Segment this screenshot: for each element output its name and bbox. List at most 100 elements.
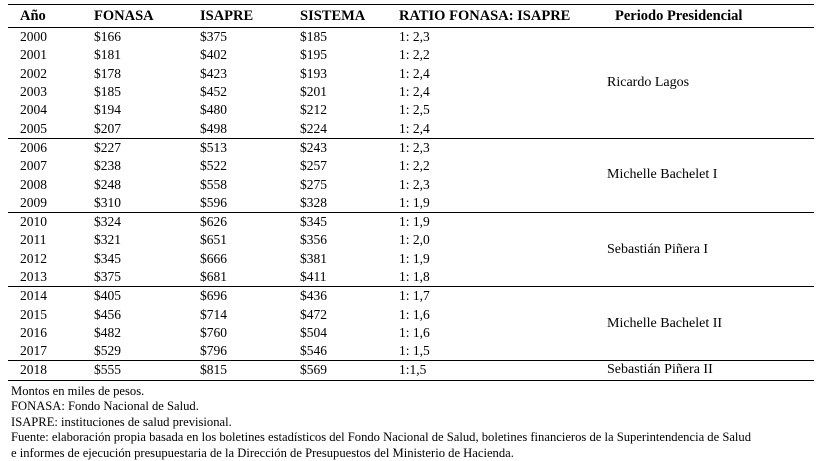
sistema-cell: $224 — [300, 120, 327, 136]
table-row: 2007 $238 $522 $257 1: 2,2 — [8, 157, 814, 175]
isapre-cell: $596 — [200, 194, 227, 210]
year-cell: 2006 — [20, 139, 47, 155]
sistema-cell: $436 — [300, 288, 327, 304]
sistema-cell: $569 — [300, 362, 327, 378]
ratio-cell: 1: 2,0 — [399, 232, 430, 248]
isapre-cell: $498 — [200, 120, 227, 136]
year-cell: 2017 — [20, 343, 47, 359]
fonasa-cell: $207 — [94, 120, 121, 136]
fonasa-cell: $181 — [94, 47, 121, 63]
fonasa-cell: $321 — [94, 232, 121, 248]
fonasa-cell: $482 — [94, 324, 121, 340]
ratio-cell: 1: 2,5 — [399, 102, 430, 118]
year-cell: 2015 — [20, 306, 47, 322]
year-cell: 2016 — [20, 324, 47, 340]
ratio-cell: 1: 2,3 — [399, 139, 430, 155]
header-row: Año FONASA ISAPRE SISTEMA RATIO FONASA: … — [8, 4, 814, 28]
sistema-cell: $195 — [300, 47, 327, 63]
isapre-cell: $815 — [200, 362, 227, 378]
period-cell: Sebastián Piñera I — [607, 241, 709, 257]
table-row: 2008 $248 $558 $275 1: 2,3 — [8, 175, 814, 193]
header-fonasa: FONASA — [94, 7, 154, 24]
ratio-cell: 1: 1,9 — [399, 250, 430, 266]
isapre-cell: $558 — [200, 176, 227, 192]
year-cell: 2007 — [20, 158, 47, 174]
isapre-cell: $402 — [200, 47, 227, 63]
sistema-cell: $356 — [300, 232, 327, 248]
sistema-cell: $257 — [300, 158, 327, 174]
note-line: ISAPRE: instituciones de salud prevision… — [11, 414, 232, 429]
sistema-cell: $275 — [300, 176, 327, 192]
table-row: 2016 $482 $760 $504 1: 1,6 — [8, 324, 814, 342]
year-cell: 2004 — [20, 102, 47, 118]
year-cell: 2008 — [20, 176, 47, 192]
fonasa-cell: $310 — [94, 194, 121, 210]
sistema-cell: $472 — [300, 306, 327, 322]
note-line: FONASA: Fondo Nacional de Salud. — [11, 399, 199, 414]
year-cell: 2012 — [20, 250, 47, 266]
year-cell: 2013 — [20, 269, 47, 284]
header-isapre: ISAPRE — [200, 7, 254, 24]
note-line: Fuente: elaboración propia basada en los… — [11, 430, 752, 445]
isapre-cell: $522 — [200, 158, 227, 174]
document: Año FONASA ISAPRE SISTEMA RATIO FONASA: … — [8, 4, 814, 461]
fonasa-cell: $178 — [94, 65, 121, 81]
header-year: Año — [20, 7, 46, 24]
ratio-cell: 1: 2,4 — [399, 84, 430, 100]
ratio-cell: 1: 1,7 — [399, 288, 430, 304]
year-cell: 2018 — [20, 362, 47, 378]
table-row: 2018 $555 $815 $569 1:1,5 Sebastián Piñera II — [8, 361, 814, 380]
ratio-cell: 1: 2,3 — [399, 29, 430, 45]
ratio-cell: 1: 1,6 — [399, 306, 430, 322]
year-cell: 2000 — [20, 29, 47, 45]
year-cell: 2011 — [20, 232, 47, 248]
fonasa-cell: $194 — [94, 102, 121, 118]
isapre-cell: $796 — [200, 343, 227, 359]
ratio-cell: 1: 1,5 — [399, 343, 430, 359]
isapre-cell: $452 — [200, 84, 227, 100]
sistema-cell: $243 — [300, 139, 327, 155]
ratio-cell: 1: 2,2 — [399, 158, 430, 174]
period-cell: Michelle Bachelet II — [607, 315, 723, 331]
ratio-cell: 1: 1,9 — [399, 214, 430, 230]
period-group: 2006 $227 $513 $243 1: 2,3 Michelle Bachelet … — [8, 138, 814, 213]
table-row: 2002 $178 $423 $193 1: 2,4 — [8, 65, 814, 83]
period-group: 2018 $555 $815 $569 1:1,5 Sebastián Piñera II — [8, 361, 814, 381]
period-cell: Sebastián Piñera II — [607, 362, 713, 378]
isapre-cell: $696 — [200, 288, 227, 304]
fonasa-cell: $238 — [94, 158, 121, 174]
table-row: 2003 $185 $452 $201 1: 2,4 — [8, 83, 814, 101]
sistema-cell: $381 — [300, 250, 327, 266]
year-cell: 2002 — [20, 65, 47, 81]
fonasa-cell: $345 — [94, 250, 121, 266]
fonasa-cell: $227 — [94, 139, 121, 155]
table-row: 2006 $227 $513 $243 1: 2,3 Michelle Bachelet … — [8, 138, 814, 182]
period-group: 2014 $405 $696 $436 1: 1,7 Michelle Bachelet … — [8, 287, 814, 361]
sistema-cell: $212 — [300, 102, 327, 118]
table-row: 2014 $405 $696 $436 1: 1,7 Michelle Bachelet … — [8, 287, 814, 330]
isapre-cell: $666 — [200, 250, 227, 266]
ratio-cell: 1: 1,9 — [399, 194, 430, 210]
isapre-cell: $423 — [200, 65, 227, 81]
sistema-cell: $185 — [300, 29, 327, 45]
year-cell: 2010 — [20, 214, 47, 230]
sistema-cell: $201 — [300, 84, 327, 100]
sistema-cell: $411 — [300, 269, 327, 284]
period-cell: Michelle Bachelet I — [607, 167, 718, 183]
sistema-cell: $546 — [300, 343, 327, 359]
table-row: 2015 $456 $714 $472 1: 1,6 — [8, 305, 814, 323]
table-row: 2017 $529 $796 $546 1: 1,5 — [8, 342, 814, 361]
year-cell: 2014 — [20, 288, 47, 304]
fonasa-cell: $375 — [94, 269, 121, 284]
isapre-cell: $513 — [200, 139, 227, 155]
fonasa-cell: $324 — [94, 214, 121, 230]
ratio-cell: 1: 2,3 — [399, 176, 430, 192]
fonasa-cell: $405 — [94, 288, 121, 304]
sistema-cell: $504 — [300, 324, 327, 340]
fonasa-cell: $456 — [94, 306, 121, 322]
isapre-cell: $480 — [200, 102, 227, 118]
year-cell: 2003 — [20, 84, 47, 100]
table-header: Año FONASA ISAPRE SISTEMA RATIO FONASA: … — [8, 4, 814, 28]
ratio-cell: 1:1,5 — [399, 362, 427, 378]
year-cell: 2009 — [20, 194, 47, 210]
